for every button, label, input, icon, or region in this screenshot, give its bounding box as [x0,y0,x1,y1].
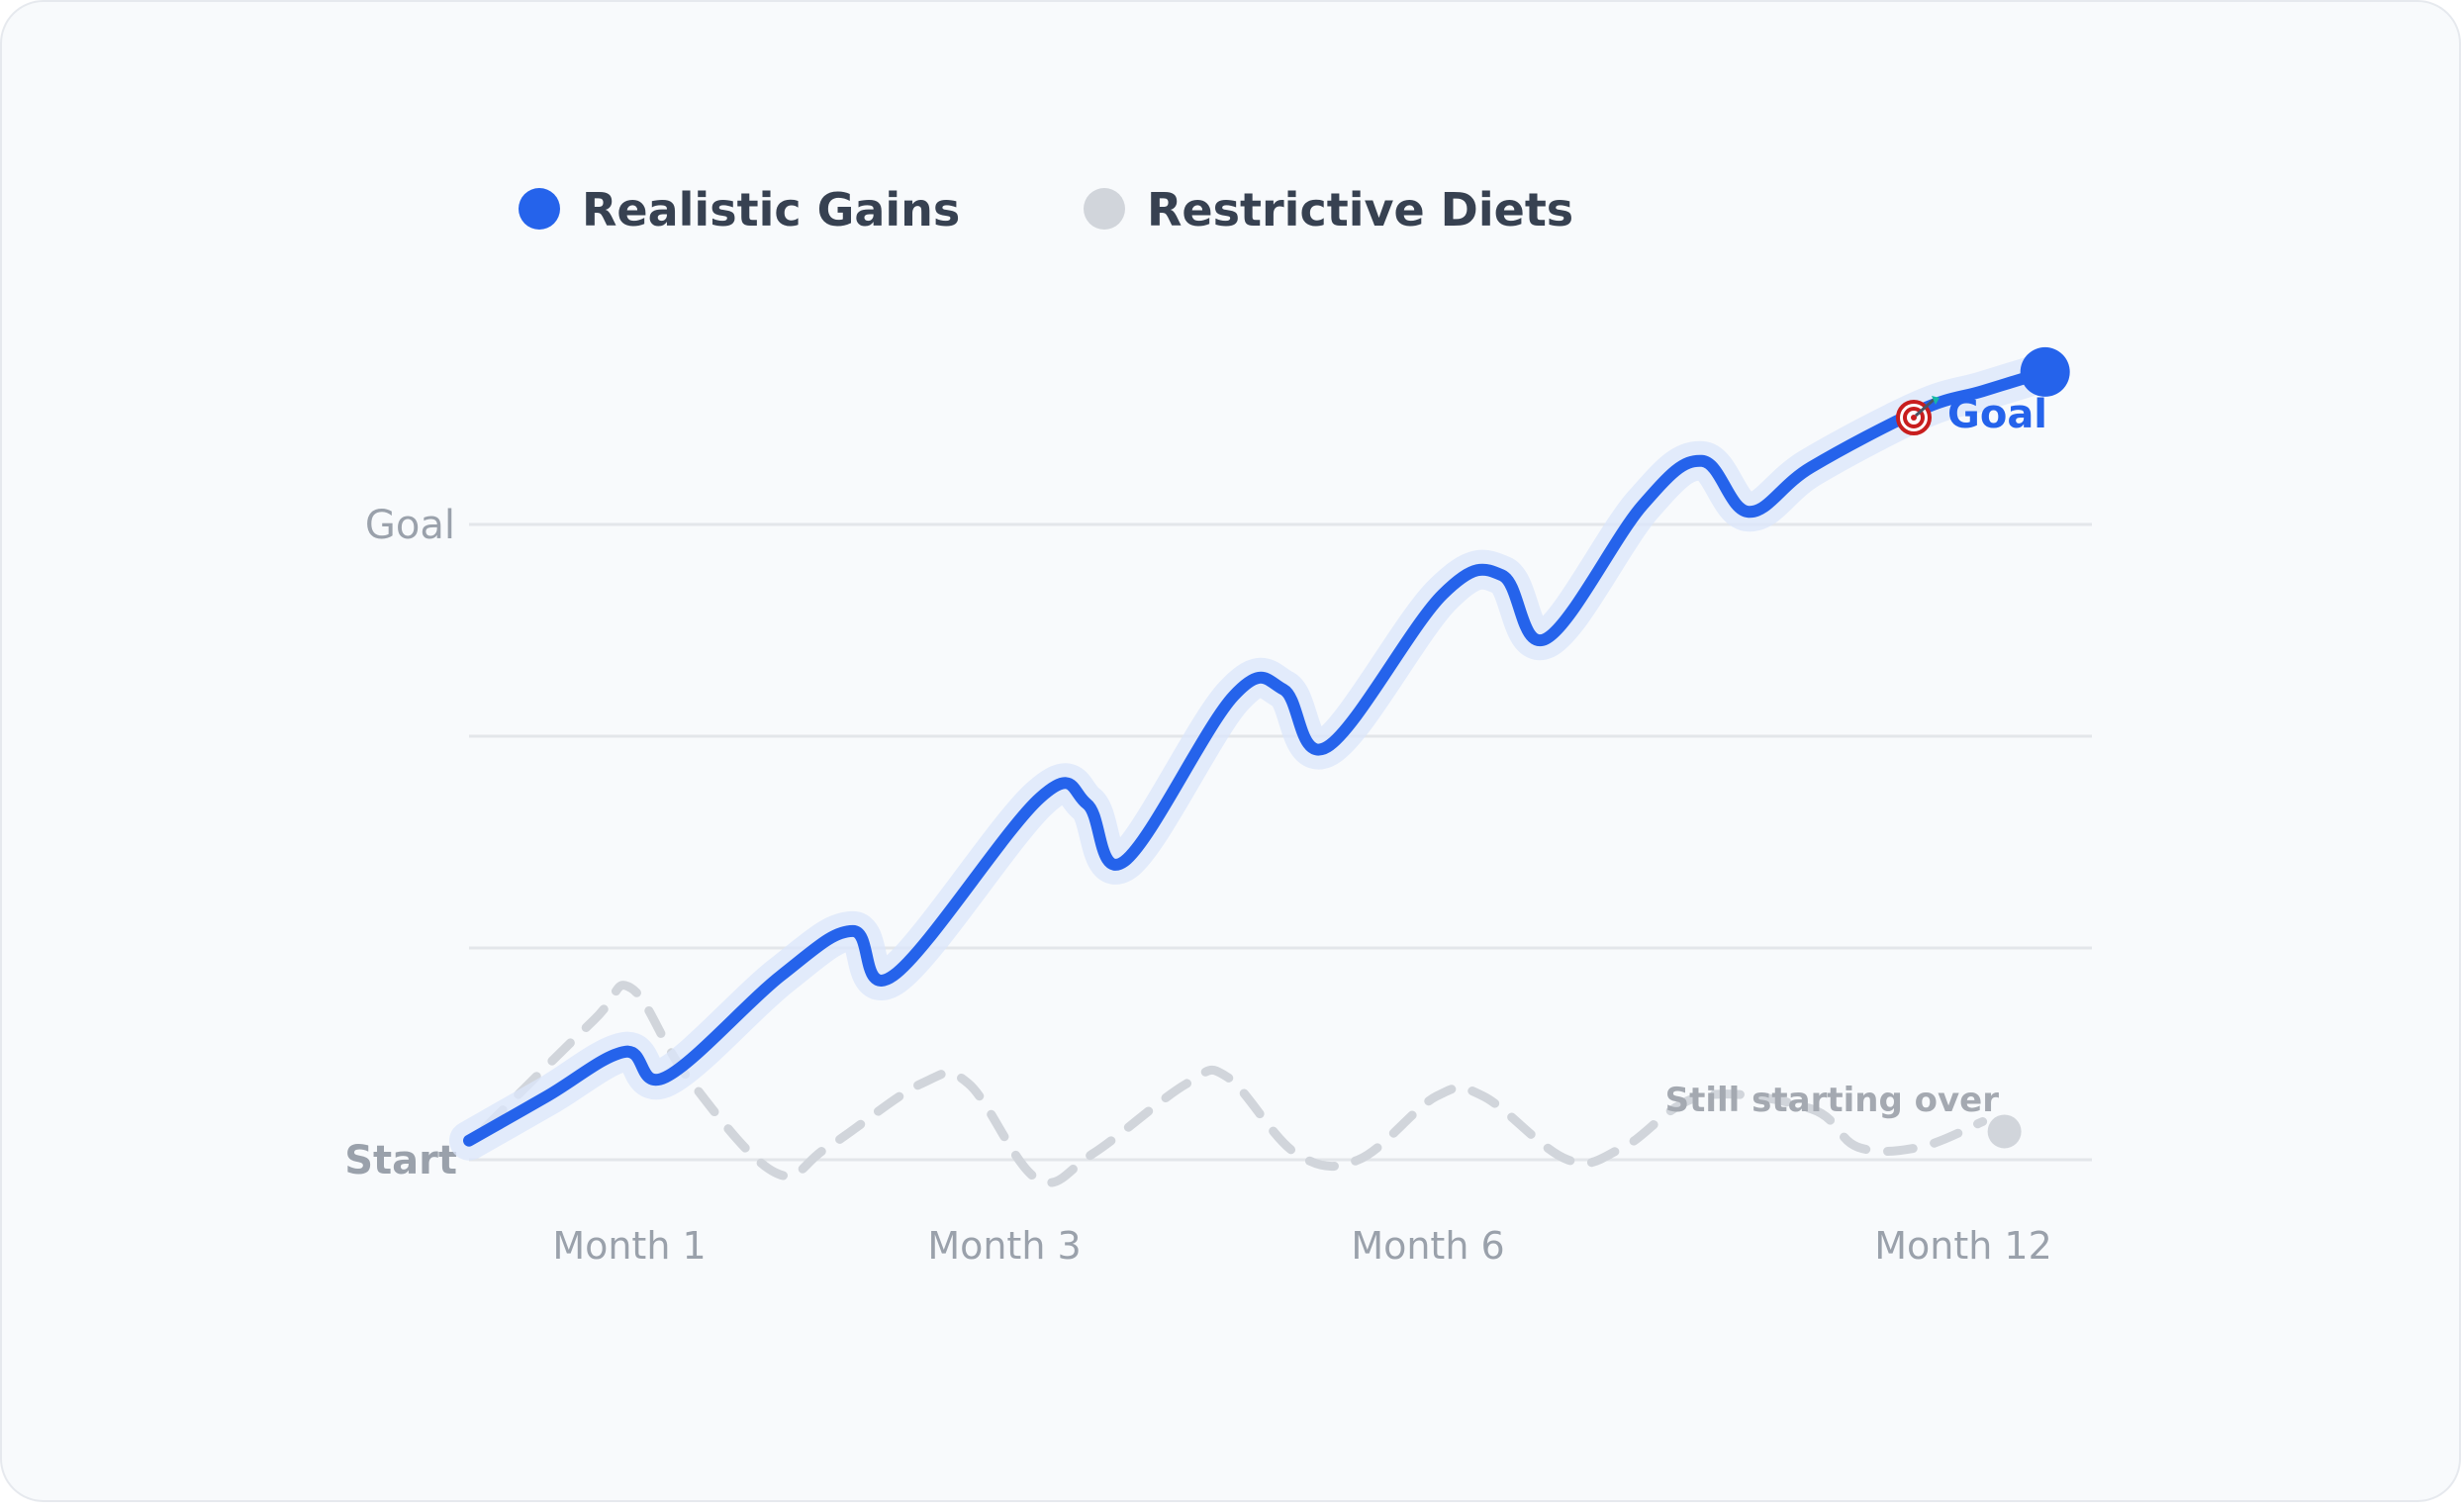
realistic-gains-line-glow [449,351,2065,1161]
target-icon [1896,396,1940,435]
x-tick-month-12: Month 12 [1874,1224,2052,1268]
legend-label-restrictive-diets: Restrictive Diets [1147,183,1573,236]
series-restrictive-diets: Still starting over [480,981,2022,1187]
legend-marker-realistic-gains [519,188,560,230]
x-tick-month-6: Month 6 [1351,1224,1504,1268]
y-tick-start: Start [344,1138,457,1183]
legend-label-realistic-gains: Realistic Gains [582,183,960,236]
series-realistic-gains: Goal [449,346,2070,1161]
gridlines [469,522,2092,1162]
restrictive-diets-line [480,981,1988,1187]
goal-annotation-label: Goal [1947,392,2047,437]
legend: Realistic Gains Restrictive Diets [519,183,1573,236]
realistic-gains-line [463,365,2051,1147]
legend-marker-restrictive-diets [1084,188,1125,230]
x-tick-month-1: Month 1 [552,1224,706,1268]
x-axis-ticks: Month 1 Month 3 Month 6 Month 12 [552,1224,2051,1268]
y-tick-goal: Goal [365,503,455,548]
x-tick-month-3: Month 3 [927,1224,1081,1268]
restrictive-diets-end-point [1987,1114,2022,1149]
still-starting-over-label: Still starting over [1665,1081,2000,1120]
y-axis-ticks: Start Goal [344,503,457,1183]
realistic-gains-end-point [2020,346,2070,397]
